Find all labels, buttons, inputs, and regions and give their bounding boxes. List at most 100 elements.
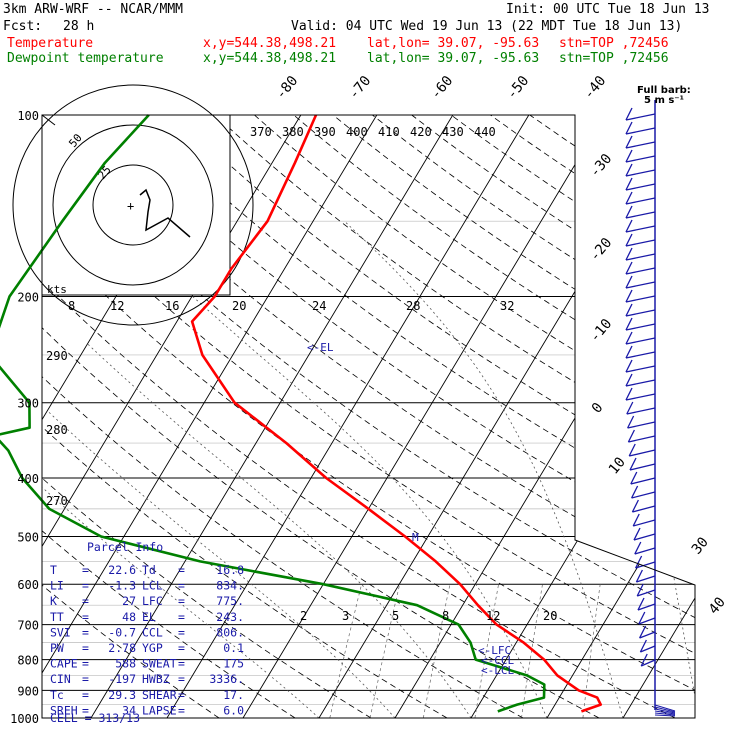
marker-lfc: <-LFC: [478, 644, 511, 657]
wind-barb: [625, 295, 656, 303]
temp-tick-label: -70: [346, 73, 375, 103]
parcel-cell-value: LI: [50, 579, 64, 593]
theta-side-label: 280: [46, 423, 68, 437]
wind-barb-flag: [625, 149, 633, 163]
hodo-speed-label: 28: [406, 299, 420, 313]
parcel-cell-value: 22.6: [108, 563, 136, 577]
wind-barb: [625, 379, 656, 387]
wind-barb-flag: [625, 331, 633, 345]
wind-barb: [625, 253, 656, 261]
parcel-cell-value: HWBZ: [142, 672, 170, 686]
parcel-cell-value: -1.3: [108, 579, 136, 593]
temp-tick-label: -10: [587, 316, 616, 346]
parcel-cell-value: =: [82, 688, 89, 702]
moist-adiabat: [595, 221, 695, 718]
parcel-cell-value: 29.3: [108, 688, 136, 702]
parcel-cell-value: =: [82, 625, 89, 639]
wind-barb-flag: [625, 163, 633, 177]
wind-barb: [636, 575, 656, 583]
temp-stn: stn=TOP ,72456: [559, 36, 669, 51]
wind-barb-flag: [638, 611, 646, 625]
mixing-ratio-line: [329, 584, 362, 718]
parcel-cell-value: CCL: [142, 625, 163, 639]
wind-barb-flag: [640, 653, 648, 667]
parcel-cell-value: =: [82, 641, 89, 655]
wind-barb: [633, 533, 656, 541]
isotherm: [42, 115, 378, 718]
wind-barb: [635, 561, 656, 569]
theta-label: 400: [346, 125, 368, 139]
parcel-cell-value: =: [82, 594, 89, 608]
parcel-cell-value: =: [178, 672, 185, 686]
wind-barb-flag: [628, 443, 636, 457]
mixing-ratio-line: [422, 584, 451, 718]
wind-barb: [625, 183, 656, 191]
theta-label: 390: [314, 125, 336, 139]
valid-time: Valid: 04 UTC Wed 19 Jun 13 (22 MDT Tue …: [291, 19, 683, 34]
dry-adiabat: [254, 115, 695, 718]
parcel-cell-value: =: [178, 641, 185, 655]
mixing-ratio-line: [474, 584, 499, 718]
parcel-cell-value: -0.7: [108, 625, 136, 639]
pressure-tick-label: 300: [17, 397, 39, 411]
parcel-cell-value: =: [178, 688, 185, 702]
wind-barb-flag: [625, 373, 633, 387]
temp-tick-label: 30: [689, 534, 712, 557]
parcel-cell-value: SVI: [50, 625, 71, 639]
temperature-legend: Temperature: [7, 36, 94, 51]
wind-barb-flag: [635, 555, 643, 569]
model-title: 3km ARW-WRF -- NCAR/MMM: [3, 2, 184, 17]
dew-latlon: lat,lon= 39.07, -95.63: [367, 51, 540, 66]
wind-barb-flag: [625, 345, 633, 359]
parcel-cell-value: =: [82, 563, 89, 577]
wind-barb: [625, 127, 656, 135]
hodo-speed-label: 24: [312, 299, 326, 313]
wind-barb: [631, 491, 656, 499]
isotherm: [166, 115, 530, 718]
dew-xy: x,y=544.38,498.21: [203, 51, 337, 66]
pressure-tick-label: 400: [17, 472, 39, 486]
dry-adiabat: [293, 115, 695, 718]
pressure-tick-label: 500: [17, 530, 39, 544]
wind-barb-flag: [637, 597, 645, 611]
moist-adiabat: [146, 253, 548, 718]
temp-xy: x,y=544.38,498.21: [203, 36, 337, 51]
dry-adiabat: [42, 115, 220, 718]
wind-barb: [625, 365, 656, 373]
temp-tick-label: -50: [504, 73, 533, 103]
parcel-cell-value: TT: [50, 610, 64, 624]
temp-tick-label: 10: [606, 454, 629, 477]
mixing-ratio-label: 2: [300, 609, 307, 623]
wind-barb: [625, 393, 656, 401]
parcel-cell-value: 588: [115, 657, 136, 671]
parcel-cell-value: Tc: [50, 688, 64, 702]
hodo-units: kts: [47, 283, 67, 296]
dry-adiabat: [372, 115, 695, 718]
wind-barb-flag: [625, 275, 633, 289]
wind-barb: [632, 505, 656, 513]
mixing-ratio-label: 3: [342, 609, 349, 623]
parcel-cell-value: SHEAR: [142, 688, 177, 702]
wind-barb-flag: [627, 429, 635, 443]
wind-barb-flag: [631, 485, 639, 499]
wind-barb: [629, 449, 656, 457]
wind-barb: [640, 659, 656, 667]
moist-adiabat: [47, 411, 396, 718]
parcel-cell-value: =: [178, 625, 185, 639]
dry-adiabat: [42, 115, 676, 718]
theta-label: 440: [474, 125, 496, 139]
parcel-cell-value: -197: [108, 672, 136, 686]
wind-barb-flag: [625, 191, 633, 205]
wind-barb-low: [654, 714, 676, 717]
parcel-cell-value: LFC: [142, 594, 163, 608]
parcel-cell-value: 243.: [216, 610, 244, 624]
isotherm: [699, 115, 740, 718]
wind-barb-flag: [625, 317, 633, 331]
wind-barb-flag: [632, 513, 640, 527]
moist-adiabat: [42, 464, 320, 718]
parcel-cell-value: 775.: [216, 594, 244, 608]
parcel-cell-value: =: [178, 610, 185, 624]
wind-barb: [625, 155, 656, 163]
parcel-cell-value: 17.: [223, 688, 244, 702]
